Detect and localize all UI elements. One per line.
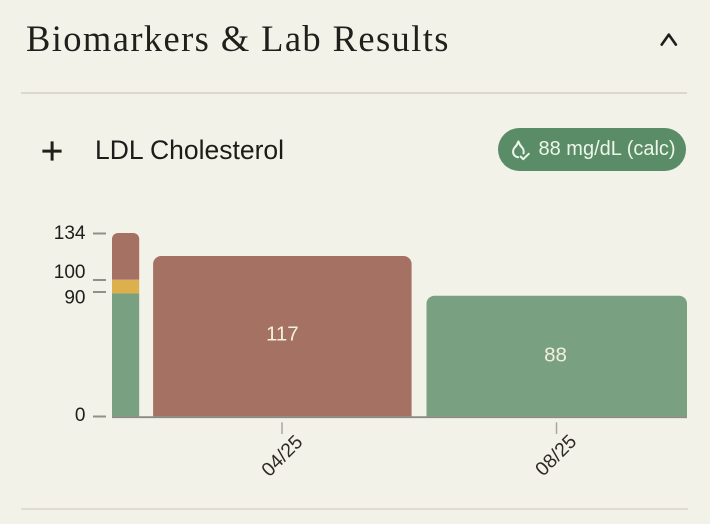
svg-text:117: 117 <box>266 323 299 346</box>
svg-text:134: 134 <box>54 223 86 244</box>
svg-text:100: 100 <box>54 262 86 283</box>
svg-text:04/25: 04/25 <box>257 431 307 481</box>
svg-text:88: 88 <box>544 343 567 366</box>
svg-text:08/25: 08/25 <box>531 430 581 480</box>
svg-text:90: 90 <box>64 288 85 309</box>
svg-text:0: 0 <box>75 405 86 426</box>
